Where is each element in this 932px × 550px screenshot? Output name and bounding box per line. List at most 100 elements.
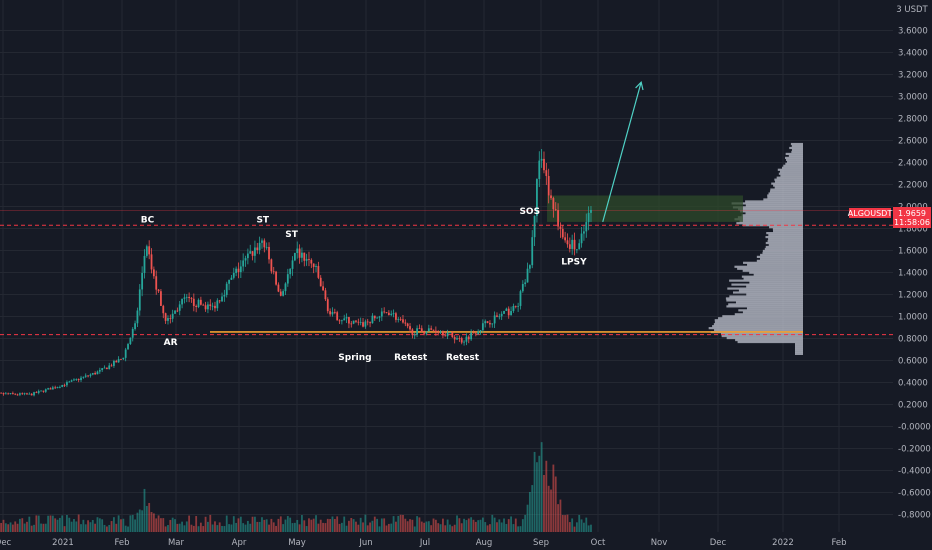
candle-body [9,393,12,394]
candle-body [547,175,550,196]
candle-body [221,296,223,302]
projection-arrow[interactable] [602,80,644,223]
volume-bar [411,519,414,532]
candle-body [373,315,376,319]
candle-body [484,321,487,324]
volume-bar [192,525,195,532]
volume-profile-bar [762,251,803,255]
volume-bar [387,523,390,532]
volume-bar [188,515,191,532]
volume-bar [23,523,26,532]
volume-bar [303,520,306,532]
candle-body [420,328,423,332]
price-axis-panel[interactable] [893,0,932,550]
candle-body [275,271,277,285]
candle-body [456,338,458,340]
volume-profile-bar [785,162,803,165]
volume-bar [101,519,104,532]
candle-body [19,393,21,395]
volume-profile-bar [795,344,803,348]
volume-profile-bar [735,301,803,304]
candle-body [251,251,254,256]
volume-bar [221,525,223,532]
volume-profile-bar [784,156,803,159]
volume-bar [19,518,21,532]
volume-bar [460,523,463,532]
candle-body [467,336,470,340]
candle-body [145,246,148,256]
candle-body [359,322,362,323]
candle-body [587,212,590,223]
volume-bar [348,520,350,532]
volume-bar [420,521,423,532]
volume-profile-bar [791,144,803,148]
time-axis[interactable]: Dec 2021 Feb Mar Apr May Jun Jul Aug Sep Oct Nov Dec… [0,538,847,548]
price-tick-label: 3.4000 [898,49,928,59]
volume-bar [73,519,75,532]
candle-body [524,282,527,285]
candle-body [178,304,181,311]
price-tick-label: 0.6000 [898,357,928,367]
volume-bar [554,476,557,532]
volume-bar [444,525,447,532]
volume-bar [143,488,146,532]
volume-bar [258,521,261,532]
volume-bar [37,515,40,532]
candle-body [444,335,447,337]
candle-body [120,359,122,360]
volume-bar [105,526,108,532]
candle-body [503,310,505,314]
volume-bar [575,522,578,532]
candle-body [30,393,33,396]
volume-bar [430,525,433,532]
candle-body [385,312,388,313]
candle-body [167,318,169,321]
volume-bar [310,519,313,532]
candle-body [188,296,191,299]
demand-zone[interactable] [547,195,743,222]
volume-bar [397,515,400,532]
volume-profile-bar [739,210,803,213]
candle-body [242,260,245,267]
volume-bar [512,524,515,532]
volume-bar [268,524,270,532]
volume-profile-bar [737,216,803,219]
volume-bar [291,523,294,532]
price-tick-label: -0.8000 [898,511,931,521]
volume-bar [491,514,494,532]
candle-body [357,321,360,323]
candle-body [4,393,7,395]
volume-profile-bar [721,334,803,338]
volume-bar [145,505,148,532]
candle-body [397,318,400,320]
time-tick-label: Nov [651,538,668,548]
candle-body [0,392,3,394]
volume-bar [110,521,113,532]
candle-body [418,328,421,330]
volume-profile-bar [714,319,803,322]
time-tick-label: Feb [114,538,129,548]
volume-bar [470,517,473,532]
volume-bar [531,485,534,532]
candle-body [383,311,386,313]
volume-bar [380,518,383,532]
volume-profile-bar [773,230,803,233]
volume-profile-bar [742,269,803,272]
price-tick-label: 1.4000 [898,269,928,279]
volume-bar [322,522,324,532]
candle-body [202,304,205,306]
candle-body [392,313,395,315]
time-tick-label: 2022 [772,538,794,548]
candle-body [305,259,308,261]
volume-profile-bar [767,196,803,199]
volume-bar [160,518,162,532]
candle-body [460,338,463,343]
candle-body [427,328,430,332]
volume-bar [308,518,310,532]
candle-body [21,393,24,395]
volume-bar [7,524,10,532]
volume-bar [406,521,409,532]
price-tick-label: 2.2000 [898,181,928,191]
volume-bar [425,521,428,532]
